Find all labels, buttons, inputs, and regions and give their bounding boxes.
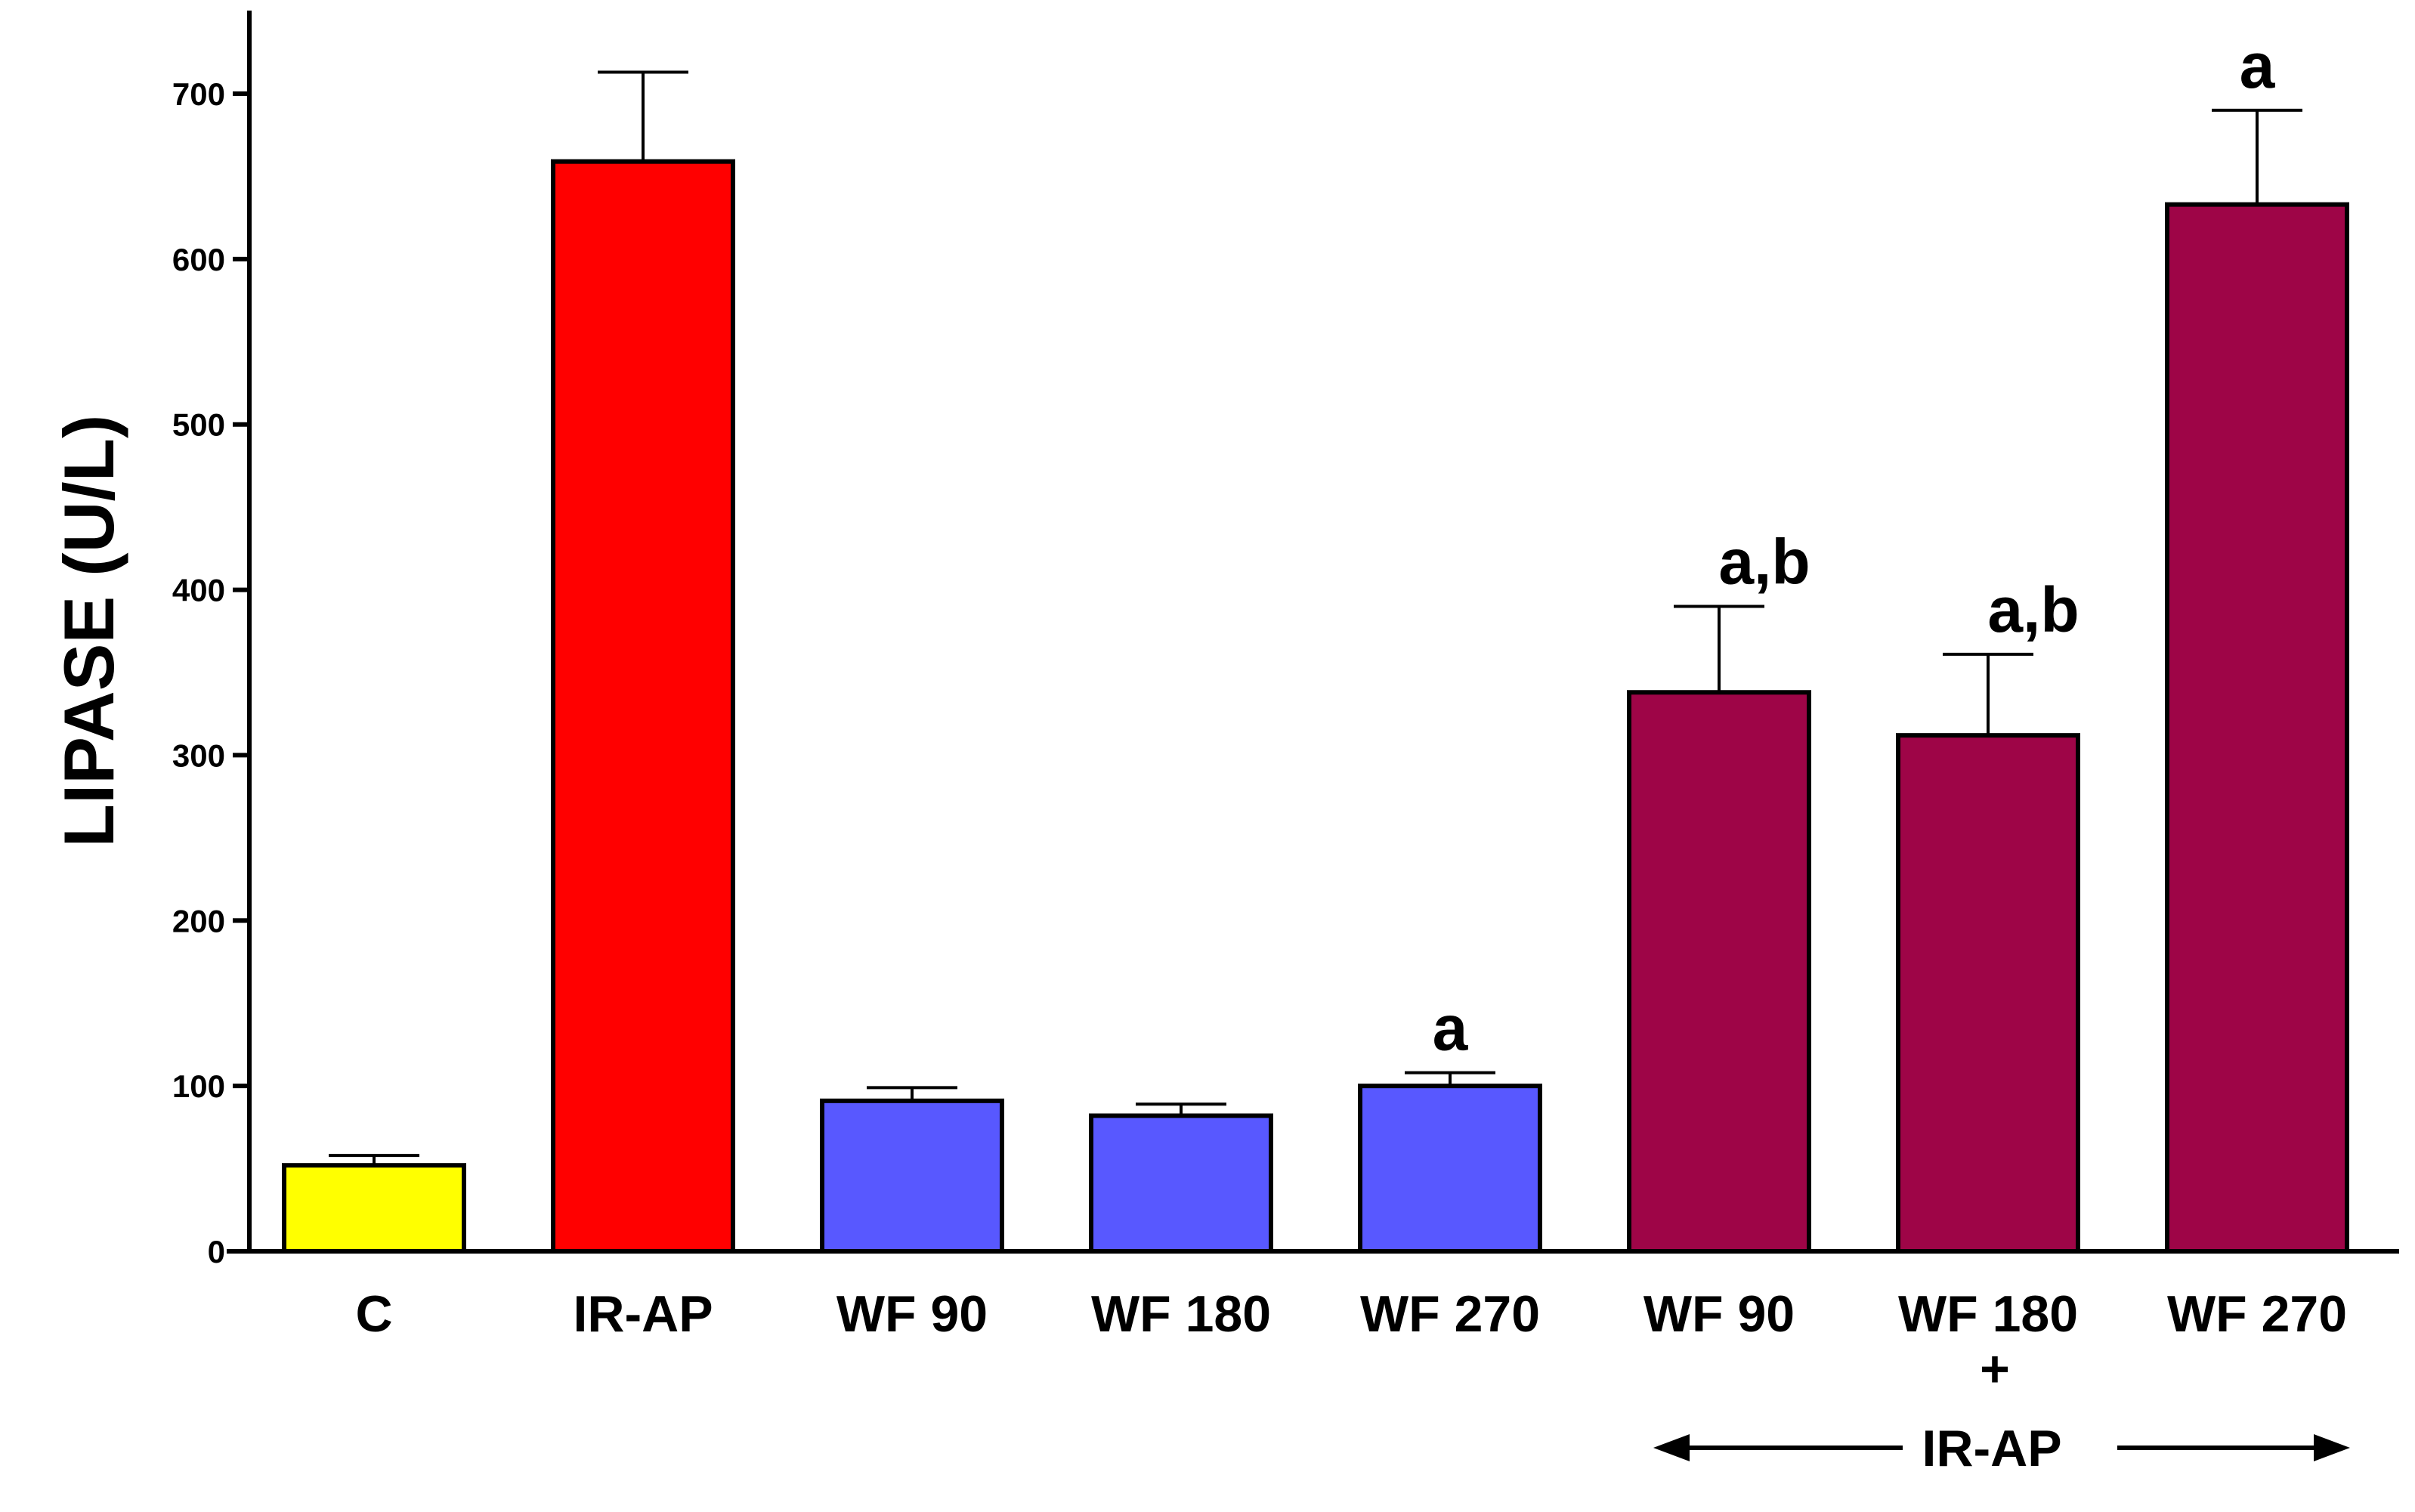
y-tick-label: 300 [172,737,225,773]
y-tick-label: 400 [172,573,225,608]
y-axis-ticks: 0 100 200 300 400 500 600 700 [172,76,249,1269]
bar [1358,1084,1542,1254]
significance-annotation: a,b [1718,526,1810,597]
group-arrow-right-head [2314,1434,2350,1461]
ir-ap-group-indicator: + IR-AP [1653,1340,2350,1477]
x-category-label: WF 270 [2167,1285,2347,1343]
x-category-label: WF 90 [1643,1285,1795,1343]
x-category-label: WF 270 [1360,1285,1540,1343]
category-labels: C IR-AP WF 90 WF 180 WF 270 WF 90 WF 180 WF 270 [355,1285,2347,1343]
x-category-label: IR-AP [573,1285,713,1343]
bar [282,1163,466,1254]
y-axis-label: LIPASE (U/L) [49,415,128,848]
y-tick-label: 600 [172,242,225,277]
bar [820,1098,1004,1254]
x-category-label: WF 90 [836,1285,988,1343]
significance-annotation: a [2240,30,2276,101]
y-tick-label: 500 [172,407,225,443]
bars [282,70,2349,1254]
significance-annotation: a [1433,993,1469,1064]
x-category-label: WF 180 [1898,1285,2078,1343]
significance-annotation: a,b [1987,574,2079,645]
significance-annotations: a a,b a,b a [1433,30,2276,1064]
group-arrow-left-head [1653,1434,1690,1461]
bar [1896,733,2080,1254]
group-label: IR-AP [1922,1420,2061,1477]
bar [551,159,735,1254]
y-tick-label: 200 [172,903,225,938]
y-tick-label: 0 [208,1234,225,1269]
y-tick-label: 700 [172,76,225,112]
y-tick-label: 100 [172,1068,225,1104]
group-plus-sign: + [1980,1340,2010,1398]
x-category-label: C [355,1285,392,1343]
bar [2165,202,2349,1254]
bar [1627,690,1811,1254]
bar [1089,1113,1273,1254]
x-category-label: WF 180 [1091,1285,1271,1343]
